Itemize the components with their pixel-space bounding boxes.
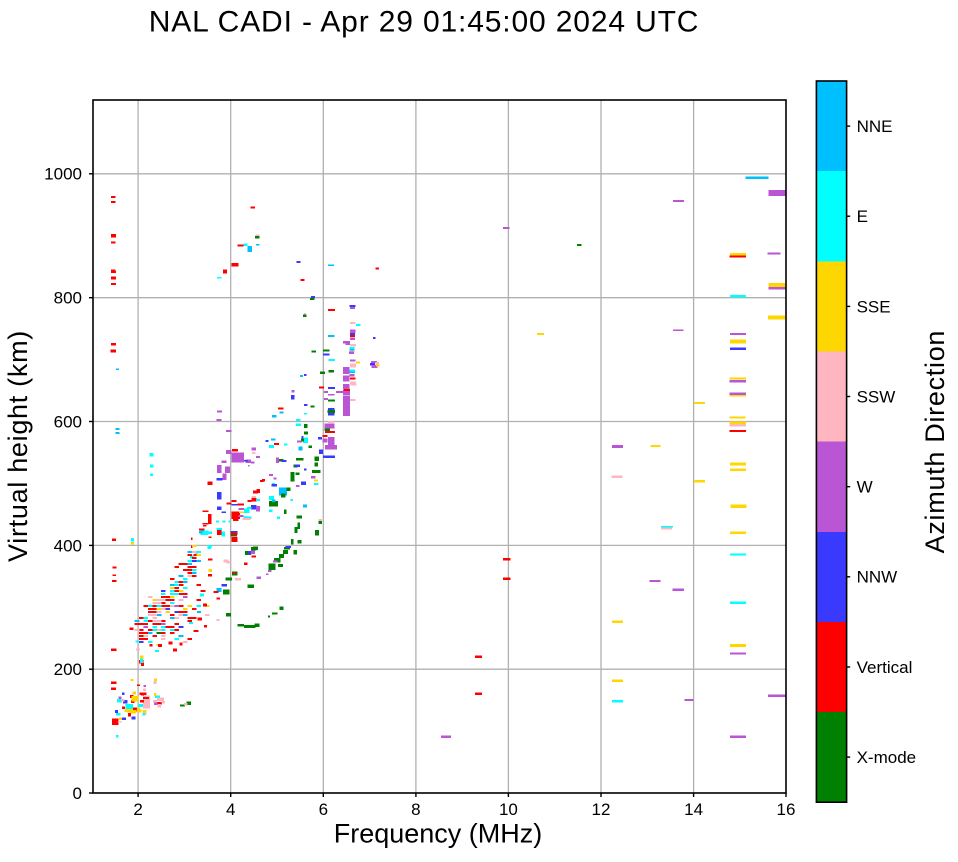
svg-text:600: 600: [54, 412, 82, 431]
svg-text:200: 200: [54, 660, 82, 679]
svg-text:Virtual height (km): Virtual height (km): [3, 330, 33, 562]
svg-text:SSW: SSW: [857, 387, 896, 406]
svg-text:10: 10: [499, 800, 518, 819]
svg-text:8: 8: [411, 800, 420, 819]
svg-text:4: 4: [226, 800, 235, 819]
svg-text:NAL CADI - Apr 29 01:45:00 202: NAL CADI - Apr 29 01:45:00 2024 UTC: [149, 5, 700, 38]
svg-text:1000: 1000: [44, 165, 82, 184]
svg-text:0: 0: [73, 784, 82, 803]
svg-text:Frequency (MHz): Frequency (MHz): [334, 819, 543, 849]
svg-text:Azimuth Direction: Azimuth Direction: [920, 330, 950, 553]
svg-text:E: E: [857, 207, 868, 226]
svg-text:NNE: NNE: [857, 117, 893, 136]
svg-text:14: 14: [684, 800, 703, 819]
svg-text:NNW: NNW: [857, 568, 898, 587]
svg-text:400: 400: [54, 536, 82, 555]
svg-text:800: 800: [54, 289, 82, 308]
svg-text:Vertical: Vertical: [857, 658, 913, 677]
svg-text:16: 16: [777, 800, 796, 819]
svg-text:W: W: [857, 478, 873, 497]
svg-text:X-mode: X-mode: [857, 748, 917, 767]
svg-text:6: 6: [319, 800, 328, 819]
svg-text:SSE: SSE: [857, 297, 891, 316]
svg-text:12: 12: [592, 800, 611, 819]
svg-text:2: 2: [133, 800, 142, 819]
